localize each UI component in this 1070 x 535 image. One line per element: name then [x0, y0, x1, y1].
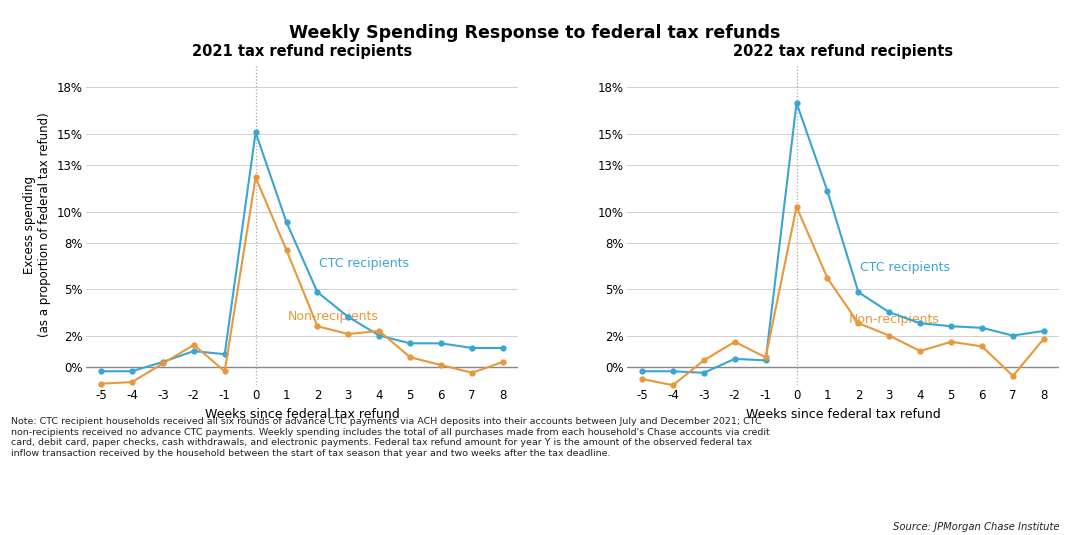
X-axis label: Weeks since federal tax refund: Weeks since federal tax refund: [746, 408, 941, 421]
Text: Non-recipients: Non-recipients: [850, 314, 939, 326]
Title: 2022 tax refund recipients: 2022 tax refund recipients: [733, 44, 953, 59]
Y-axis label: Excess spending
(as a proportion of federal tax refund): Excess spending (as a proportion of fede…: [24, 112, 51, 337]
Text: Source: JPMorgan Chase Institute: Source: JPMorgan Chase Institute: [892, 522, 1059, 532]
Text: CTC recipients: CTC recipients: [860, 261, 950, 273]
Text: Weekly Spending Response to federal tax refunds: Weekly Spending Response to federal tax …: [289, 24, 781, 42]
X-axis label: Weeks since federal tax refund: Weeks since federal tax refund: [204, 408, 399, 421]
Text: CTC recipients: CTC recipients: [319, 257, 409, 271]
Text: Non-recipients: Non-recipients: [288, 310, 379, 323]
Title: 2021 tax refund recipients: 2021 tax refund recipients: [192, 44, 412, 59]
Text: Note: CTC recipient households received all six rounds of advance CTC payments v: Note: CTC recipient households received …: [11, 417, 769, 457]
